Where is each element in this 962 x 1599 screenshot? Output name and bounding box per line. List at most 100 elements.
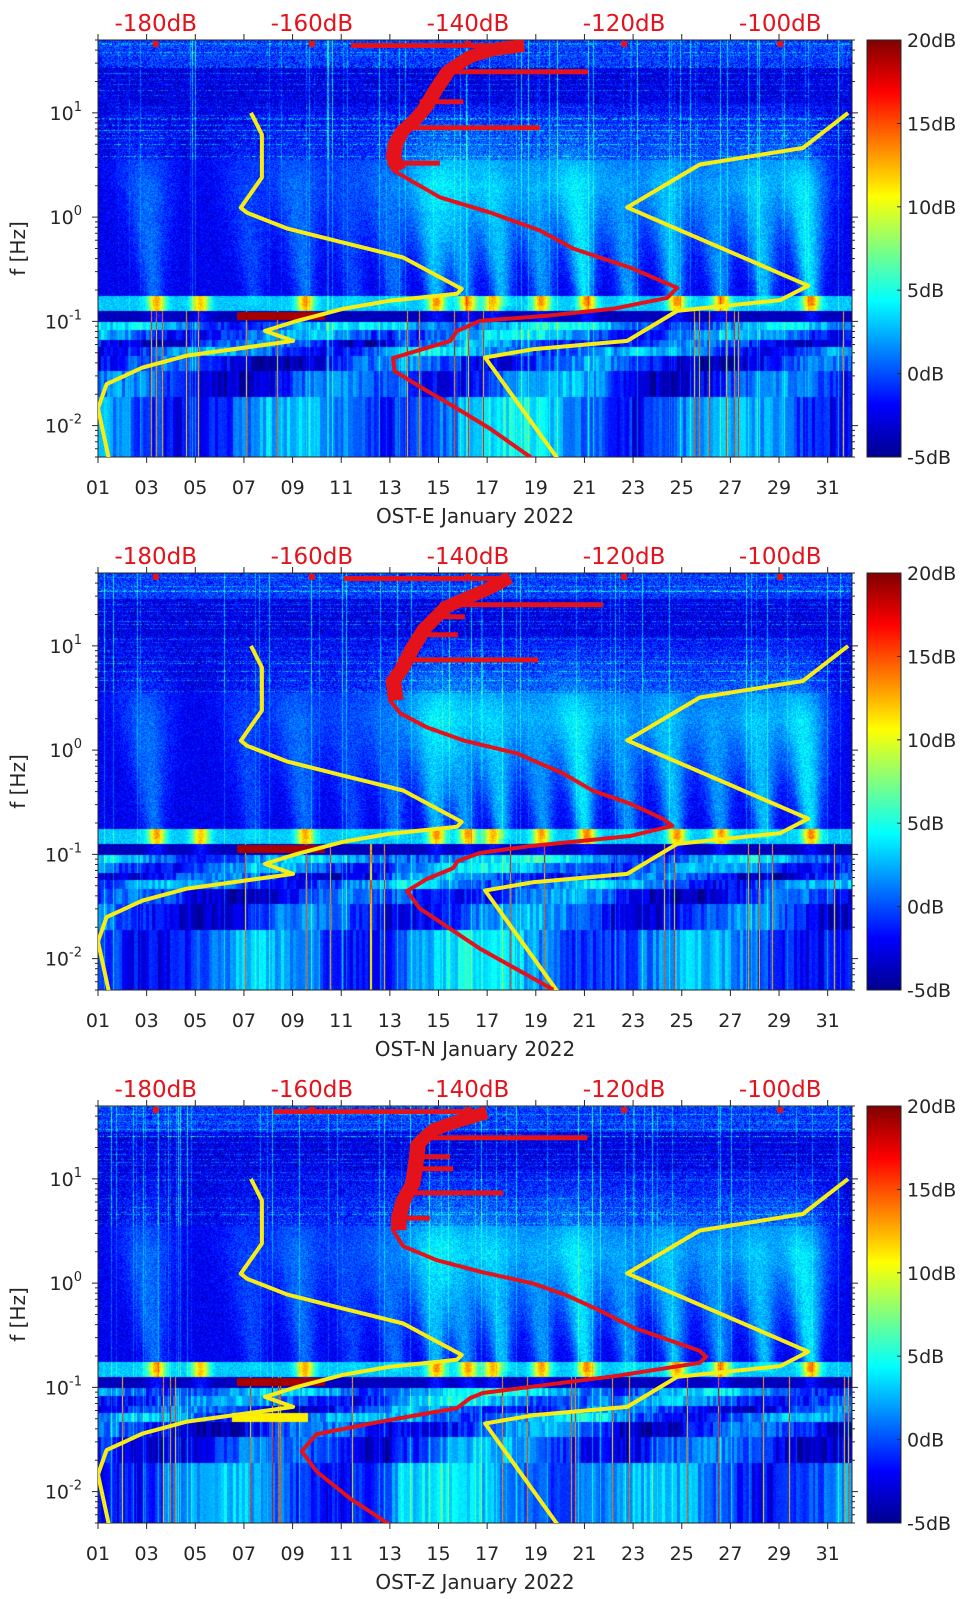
colorbar-tick-label: 15dB (907, 113, 956, 135)
x-tick-label: 03 (135, 1010, 159, 1032)
plot-frame (97, 39, 853, 458)
db-scale-label: -120dB (583, 1077, 666, 1103)
x-tick-label: 25 (670, 477, 694, 499)
x-tick-label: 05 (183, 477, 207, 499)
y-tick-base: 10 (50, 740, 74, 762)
x-tick-label: 15 (426, 1010, 450, 1032)
colorbar-tick-label: -5dB (907, 447, 951, 469)
x-tick-label: 13 (378, 477, 402, 499)
colorbar-tick-label: 20dB (907, 563, 956, 585)
y-tick-label: 10-1 (45, 1374, 82, 1399)
x-tick-label: 11 (329, 477, 353, 499)
red-psd-curve (385, 43, 680, 457)
x-tick-label: 27 (718, 1543, 742, 1565)
colorbar (866, 39, 902, 458)
plot-frame (97, 572, 853, 991)
red-psd-band (388, 40, 525, 173)
x-tick-label: 03 (135, 1543, 159, 1565)
db-scale-label: -160dB (271, 1077, 354, 1103)
db-scale-marker (152, 41, 159, 47)
x-tick-label: 19 (524, 477, 548, 499)
colorbar-tick-label: 20dB (907, 30, 956, 52)
y-tick-label: 10-1 (45, 308, 82, 333)
x-tick-label: 29 (767, 477, 791, 499)
db-scale-marker (777, 41, 784, 47)
x-tick-label: 19 (524, 1010, 548, 1032)
db-scale-marker (777, 574, 784, 580)
x-axis-label: OST-Z January 2022 (375, 1570, 574, 1594)
y-tick-base: 10 (45, 416, 69, 438)
y-tick-base: 10 (50, 1169, 74, 1191)
db-scale-label: -180dB (114, 544, 197, 570)
y-axis-label: f [Hz] (6, 221, 30, 276)
colorbar-tick-label: 0dB (907, 1430, 944, 1452)
x-tick-label: 07 (232, 1543, 256, 1565)
db-scale-label: -100dB (739, 1077, 822, 1103)
x-tick-label: 15 (426, 477, 450, 499)
curves (98, 40, 850, 457)
colorbar-tick-label: 5dB (907, 1346, 944, 1368)
x-tick-label: 07 (232, 477, 256, 499)
colorbar-tick-label: 10dB (907, 730, 956, 752)
colorbar (866, 572, 902, 991)
y-tick-label: 10-2 (45, 1479, 82, 1504)
yellow-high-noise-curve (483, 644, 850, 990)
y-tick-exponent: -2 (69, 1479, 82, 1494)
y-tick-exponent: -1 (69, 1374, 82, 1389)
panel-0: 01 03 05 07 09 11 13 15 17 19 21 23 25 27 29 3110110010… (6, 11, 956, 528)
db-scale-label: -180dB (114, 1077, 197, 1103)
x-tick-label: 31 (816, 477, 840, 499)
db-scale-marker (308, 574, 315, 580)
colorbar-tick-label: 0dB (907, 364, 944, 386)
x-tick-label: 11 (329, 1010, 353, 1032)
db-scale-label: -120dB (583, 11, 666, 37)
yellow-high-noise-curve (483, 111, 850, 457)
db-scale-label: -160dB (271, 544, 354, 570)
yellow-low-noise-curve (98, 111, 464, 457)
x-tick-label: 27 (718, 1010, 742, 1032)
y-tick-exponent: -2 (69, 946, 82, 961)
db-scale-marker (777, 1107, 784, 1113)
x-tick-label: 23 (621, 1010, 645, 1032)
colorbar-tick-label: 5dB (907, 280, 944, 302)
db-scale-label: -140dB (427, 544, 510, 570)
colorbar-tick-label: 10dB (907, 1263, 956, 1285)
y-tick-label: 101 (50, 1166, 82, 1191)
y-tick-exponent: 1 (74, 633, 82, 648)
colorbar-tick-label: 15dB (907, 1179, 956, 1201)
y-tick-label: 101 (50, 633, 82, 658)
panel-1: 01 03 05 07 09 11 13 15 17 19 21 23 25 27 29 3110110010… (6, 544, 956, 1061)
yellow-low-noise-curve (98, 644, 464, 990)
y-tick-base: 10 (50, 103, 74, 125)
y-tick-exponent: -2 (69, 413, 82, 428)
y-tick-label: 100 (50, 1270, 82, 1295)
x-tick-label: 01 (86, 477, 110, 499)
x-tick-label: 17 (475, 477, 499, 499)
colorbar-tick-label: -5dB (907, 980, 951, 1002)
db-scale-label: -160dB (271, 11, 354, 37)
db-scale-marker (308, 41, 315, 47)
y-axis-label: f [Hz] (6, 754, 30, 809)
yellow-high-noise-curve (483, 1177, 850, 1523)
x-tick-label: 13 (378, 1010, 402, 1032)
db-scale-label: -100dB (739, 11, 822, 37)
x-tick-label: 29 (767, 1010, 791, 1032)
colorbar-tick-label: 15dB (907, 646, 956, 668)
x-tick-label: 13 (378, 1543, 402, 1565)
red-psd-band (393, 1106, 489, 1231)
x-tick-label: 09 (280, 477, 304, 499)
curves (98, 1106, 850, 1523)
x-tick-label: 27 (718, 477, 742, 499)
x-tick-label: 31 (816, 1010, 840, 1032)
x-tick-label: 09 (280, 1010, 304, 1032)
red-psd-curve (299, 1110, 708, 1523)
y-axis-label: f [Hz] (6, 1287, 30, 1342)
db-scale-marker (621, 41, 628, 47)
y-tick-label: 10-1 (45, 841, 82, 866)
y-tick-exponent: 0 (74, 737, 82, 752)
y-tick-exponent: -1 (69, 841, 82, 856)
y-tick-exponent: 0 (74, 204, 82, 219)
y-tick-base: 10 (50, 636, 74, 658)
db-scale-marker (152, 574, 159, 580)
db-scale-label: -180dB (114, 11, 197, 37)
